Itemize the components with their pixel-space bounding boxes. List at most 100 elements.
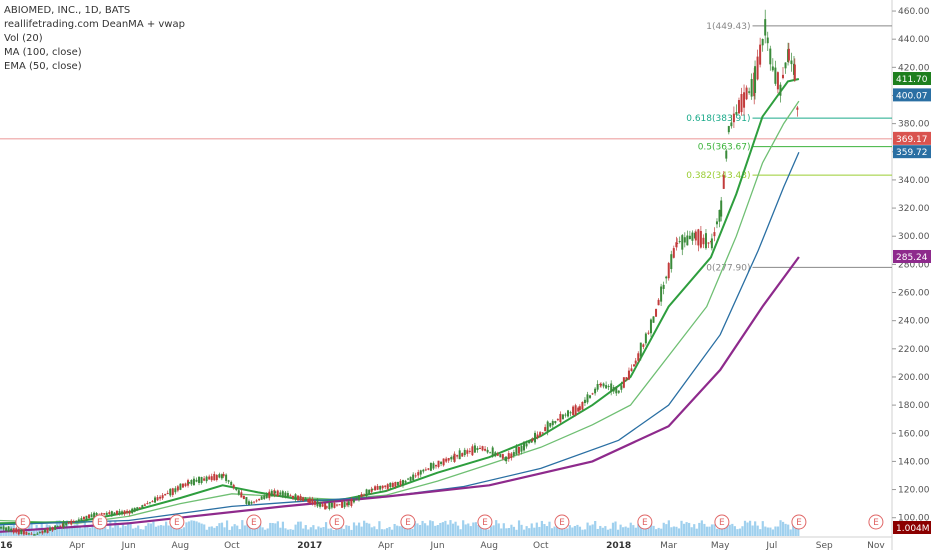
- volume-bar: [142, 529, 145, 536]
- volume-bar: [693, 524, 696, 536]
- volume-bar: [365, 522, 368, 536]
- candle-body: [605, 385, 608, 389]
- candle-body: [649, 319, 652, 334]
- candle-body: [461, 453, 464, 457]
- candle-body: [352, 499, 355, 503]
- x-tick-label: 2017: [297, 541, 322, 550]
- volume-bar: [624, 526, 627, 536]
- volume-bar: [690, 527, 693, 536]
- candle-body: [324, 503, 327, 510]
- candle-body: [67, 522, 70, 524]
- legend-indicator-ema50[interactable]: EMA (50, close): [4, 61, 82, 72]
- candle-body: [281, 491, 284, 498]
- candle-body: [12, 528, 15, 533]
- volume-bar: [774, 526, 777, 536]
- volume-bar: [502, 523, 505, 536]
- volume-bar: [220, 522, 224, 536]
- volume-bar: [192, 520, 196, 536]
- volume-bar: [733, 526, 736, 536]
- earnings-marker: [477, 514, 493, 530]
- volume-bar: [611, 522, 615, 536]
- volume-bar: [789, 529, 792, 536]
- candle-body: [325, 506, 328, 508]
- y-tick-label: 120.00: [898, 486, 930, 496]
- earnings-marker: [400, 514, 416, 530]
- candle-body: [350, 499, 353, 506]
- volume-bar: [35, 525, 38, 536]
- price-badge-label: 400.07: [896, 91, 928, 101]
- volume-bar: [180, 528, 183, 536]
- candle-body: [376, 485, 379, 490]
- volume-bars: [0, 520, 800, 536]
- volume-bar: [540, 520, 543, 536]
- candle-body: [578, 406, 581, 411]
- candle-body: [27, 533, 30, 535]
- volume-bar: [129, 523, 132, 536]
- candle-body: [549, 422, 552, 427]
- volume-bar: [253, 528, 257, 536]
- volume-bar: [335, 523, 338, 536]
- candle-body: [240, 492, 243, 498]
- candle-body: [100, 513, 103, 515]
- candle-body: [235, 488, 238, 491]
- volume-bar: [604, 526, 607, 536]
- candle-body: [581, 401, 584, 410]
- candle-body: [247, 501, 250, 505]
- candle-body: [683, 237, 686, 243]
- legend-title[interactable]: ABIOMED, INC., 1D, BATS: [4, 5, 131, 16]
- volume-bar: [731, 523, 734, 536]
- legend-indicator-ma100[interactable]: MA (100, close): [4, 47, 82, 58]
- volume-bar: [373, 526, 376, 536]
- volume-bar: [705, 526, 709, 536]
- fib-level-label: 0.618(383.91): [686, 114, 750, 124]
- legend-indicator-deanma[interactable]: reallifetrading.com DeanMA + vwap: [4, 19, 185, 30]
- candle-body: [171, 488, 174, 495]
- earnings-marker-label: E: [482, 518, 488, 528]
- volume-bar: [327, 528, 330, 536]
- volume-bar: [360, 526, 363, 536]
- candle-body: [118, 511, 121, 514]
- volume-bar: [261, 527, 264, 536]
- earnings-marker: [554, 514, 570, 530]
- legend-indicator-volume[interactable]: Vol (20): [4, 33, 43, 44]
- volume-bar: [332, 529, 335, 536]
- volume-bar: [418, 525, 422, 536]
- volume-bar: [357, 522, 361, 536]
- candle-body: [396, 481, 399, 486]
- volume-bar: [147, 523, 150, 536]
- volume-bar: [578, 526, 582, 536]
- candle-body: [389, 482, 392, 488]
- volume-bar: [175, 527, 178, 536]
- volume-bar: [187, 521, 191, 536]
- candle-body: [230, 481, 233, 486]
- volume-bar: [609, 528, 612, 536]
- volume-bar: [330, 528, 333, 536]
- volume-bar: [172, 527, 175, 536]
- candle-body: [718, 209, 721, 222]
- volume-bar: [675, 526, 678, 536]
- volume-bar: [632, 525, 635, 536]
- candle-body: [528, 441, 531, 444]
- volume-bar: [228, 529, 231, 536]
- candle-body: [159, 496, 162, 499]
- candle-body: [523, 441, 526, 451]
- volume-bar: [134, 527, 137, 536]
- price-badge: [893, 88, 931, 102]
- x-tick-label: Nov: [867, 541, 885, 550]
- volume-bar: [243, 525, 246, 536]
- candle-body: [644, 333, 647, 344]
- volume-bar: [274, 523, 277, 536]
- volume-bar: [375, 529, 378, 536]
- volume-bar: [132, 528, 135, 536]
- candle-body: [20, 529, 23, 534]
- candle-body: [232, 484, 235, 488]
- volume-bar: [477, 524, 480, 536]
- volume-bar: [383, 529, 386, 536]
- candle-body: [338, 504, 341, 506]
- candle-body: [330, 502, 333, 508]
- candle-body: [151, 501, 154, 503]
- candle-body: [70, 520, 73, 525]
- volume-bar: [93, 526, 97, 536]
